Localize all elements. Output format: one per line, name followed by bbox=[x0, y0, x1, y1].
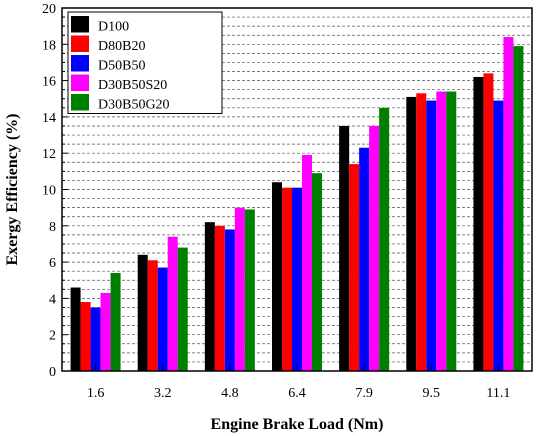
x-tick-label: 4.8 bbox=[221, 386, 239, 401]
legend: D100 D80B20 D50B50 D30B50S20 D30B50G20 bbox=[67, 11, 223, 114]
bar bbox=[446, 91, 457, 372]
bar bbox=[167, 236, 178, 371]
legend-box bbox=[67, 11, 223, 114]
x-tick-label: 7.9 bbox=[355, 386, 373, 401]
bar bbox=[234, 207, 245, 371]
legend-swatch bbox=[71, 55, 89, 72]
legend-swatch bbox=[71, 35, 89, 52]
bar bbox=[436, 91, 447, 372]
bar bbox=[137, 254, 148, 371]
x-tick-label: 6.4 bbox=[288, 386, 306, 401]
y-tick-label: 12 bbox=[42, 147, 56, 162]
y-tick-label: 0 bbox=[49, 365, 56, 380]
legend-label: D50B50 bbox=[98, 59, 145, 74]
bar bbox=[369, 125, 380, 371]
bar bbox=[503, 37, 514, 371]
bar bbox=[100, 292, 111, 371]
x-tick-label: 3.2 bbox=[154, 386, 172, 401]
legend-label: D80B20 bbox=[98, 39, 145, 54]
y-tick-label: 20 bbox=[42, 2, 56, 17]
bar bbox=[473, 76, 484, 371]
bar bbox=[214, 225, 225, 371]
bar bbox=[90, 307, 101, 371]
bar bbox=[493, 100, 504, 371]
legend-label: D30B50S20 bbox=[98, 78, 167, 93]
y-tick-label: 8 bbox=[49, 220, 56, 235]
legend-swatch bbox=[71, 16, 89, 33]
legend-swatch bbox=[71, 74, 89, 91]
x-axis-title: Engine Brake Load (Nm) bbox=[211, 416, 384, 433]
y-tick-label: 10 bbox=[42, 184, 56, 199]
x-tick-label: 9.5 bbox=[423, 386, 441, 401]
bar bbox=[244, 209, 255, 371]
y-tick-label: 14 bbox=[42, 111, 56, 126]
legend-label: D30B50G20 bbox=[98, 98, 170, 113]
bar bbox=[177, 247, 188, 371]
bar bbox=[70, 287, 81, 371]
bar bbox=[224, 229, 235, 371]
bar bbox=[302, 155, 312, 371]
legend-swatch bbox=[71, 94, 89, 111]
legend-label: D100 bbox=[98, 20, 129, 35]
y-tick-label: 4 bbox=[49, 292, 56, 307]
bar bbox=[426, 100, 437, 371]
bar bbox=[282, 187, 292, 371]
bar bbox=[379, 107, 390, 371]
y-tick-label: 2 bbox=[49, 329, 56, 344]
bar bbox=[359, 147, 370, 371]
y-tick-label: 16 bbox=[42, 75, 56, 90]
bars bbox=[70, 37, 524, 372]
y-tick-label: 18 bbox=[42, 38, 56, 53]
bar bbox=[312, 173, 322, 371]
axis-ticks: 0 2 4 6 8 10 12 14 16 18 20 1.6 3.2 4.8 6.4 7.9 9.5 11.1 bbox=[42, 2, 510, 401]
bar bbox=[406, 96, 417, 371]
bar bbox=[272, 182, 282, 371]
bar bbox=[483, 73, 494, 371]
bar bbox=[349, 164, 360, 371]
x-tick-label: 1.6 bbox=[87, 386, 105, 401]
bar bbox=[416, 93, 427, 372]
bar bbox=[204, 222, 215, 371]
y-axis-title: Exergy Efficiency (%) bbox=[4, 114, 21, 266]
bar bbox=[157, 267, 168, 371]
bar bbox=[513, 46, 524, 372]
bar bbox=[80, 302, 91, 371]
bar bbox=[110, 272, 121, 371]
x-tick-label: 11.1 bbox=[486, 386, 510, 401]
y-tick-label: 6 bbox=[49, 256, 56, 271]
bar bbox=[292, 187, 302, 371]
bar bbox=[339, 125, 350, 371]
bar bbox=[147, 260, 158, 371]
